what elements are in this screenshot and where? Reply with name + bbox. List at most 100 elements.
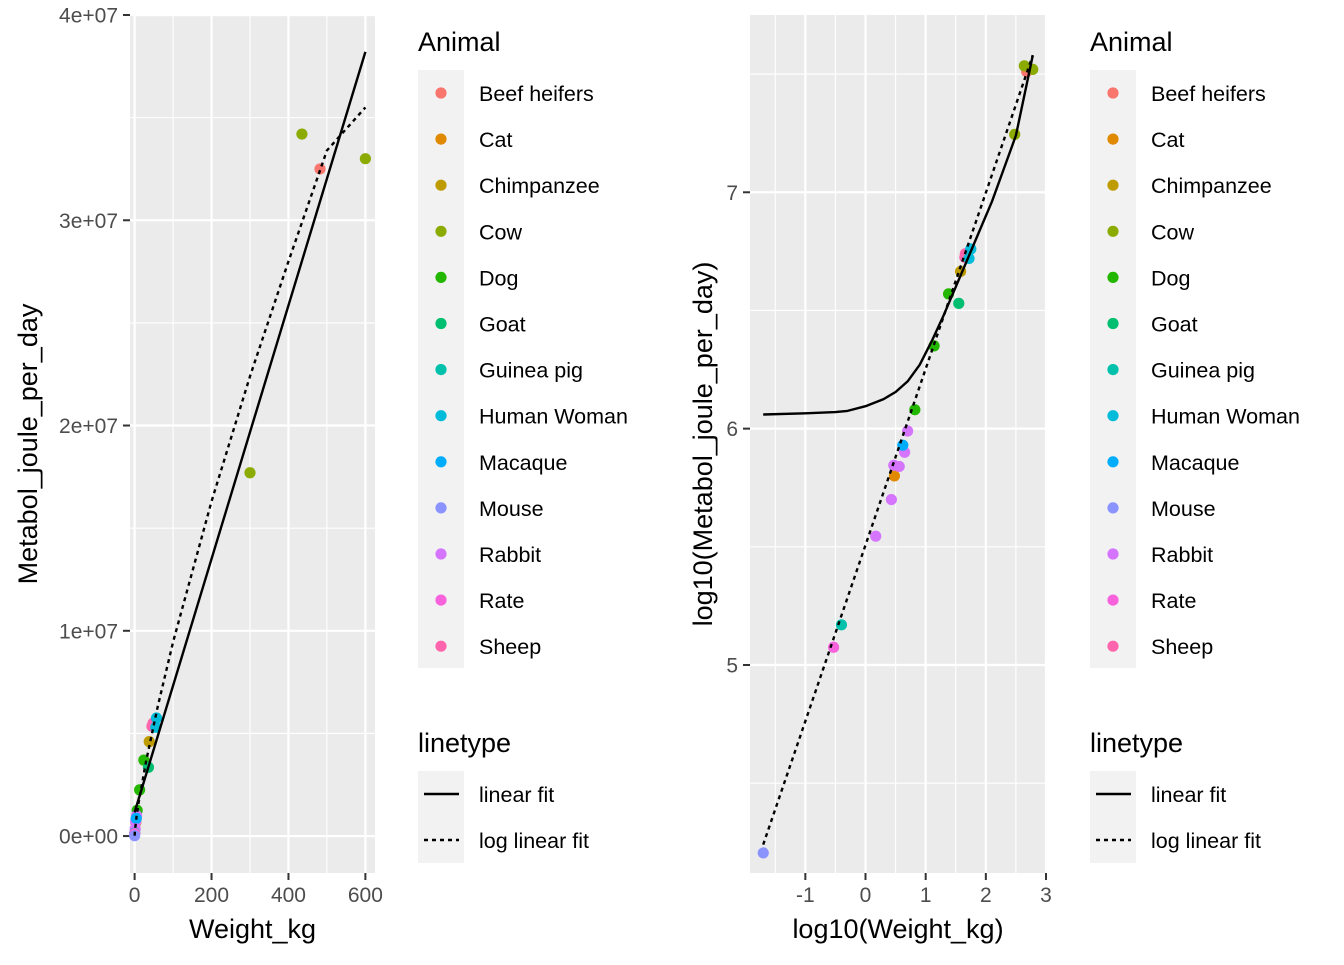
legend-linetype-keys-background [418,771,464,863]
legend-key-human-woman [1107,410,1119,422]
legend-title-animal: Animal [1090,27,1173,57]
legend-label-macaque: Macaque [1151,451,1239,475]
y-tick-label: 3e+07 [59,210,118,233]
legend-label-rate: Rate [479,589,524,613]
legend-label-cow: Cow [1151,220,1194,244]
legend-key-rabbit [435,548,447,560]
y-tick-label: 0e+00 [59,826,118,849]
legend-key-cat [435,133,447,145]
legend-label-beef-heifers: Beef heifers [479,82,594,106]
legend-label-cat: Cat [479,128,512,152]
legend-label-dog: Dog [479,266,518,290]
data-point-goat [953,297,965,309]
legend-key-sheep [1107,640,1119,652]
legend-key-chimpanzee [1107,179,1119,191]
legend-label-rate: Rate [1151,589,1196,613]
legend-label-rabbit: Rabbit [1151,543,1213,567]
data-point-cow [359,153,371,165]
y-tick-label: 7 [726,182,738,205]
x-tick-label: 400 [271,884,306,907]
y-tick-label: 5 [726,655,738,678]
legend-label-beef-heifers: Beef heifers [1151,82,1266,106]
legend-label-rabbit: Rabbit [479,543,541,567]
legend-key-rate [435,594,447,606]
chart-panel-2: -1 0 1 2 3 5 6 7 log10(Weight_kg) log10(Metabol_j… [688,15,1300,944]
legend-label-sheep: Sheep [479,635,541,659]
legend-label-human-woman: Human Woman [479,405,628,429]
x-tick-label: 0 [129,884,141,907]
chart-panel-1: 0 200 400 600 0e+00 1e+07 2e+07 3e+07 4e+07 Weigh… [13,5,628,945]
legend-label-human-woman: Human Woman [1151,405,1300,429]
x-tick-label: 0 [860,884,872,907]
legend-title-linetype: linetype [418,728,511,758]
legend-title-linetype: linetype [1090,728,1183,758]
x-tick-label: 1 [920,884,932,907]
legend-label-sheep: Sheep [1151,635,1213,659]
legend-key-dog [1107,271,1119,283]
legend-key-rabbit [1107,548,1119,560]
legend-key-cat [1107,133,1119,145]
legend-label-macaque: Macaque [479,451,567,475]
legend-key-mouse [1107,502,1119,514]
data-point-human-woman [150,712,163,724]
legend-label-linear-fit: linear fit [479,783,554,807]
legend-key-goat [435,317,447,330]
legend-label-guinea-pig: Guinea pig [479,359,583,383]
data-point-rabbit [902,425,914,437]
data-point-cow [296,128,308,140]
linear-fit-line [133,51,367,813]
legend-linetype-keys-background [1090,771,1136,863]
data-point-rabbit [870,530,882,542]
data-point-rabbit [885,493,897,506]
log-linear-fit-line [133,106,367,836]
y-tick-label: 6 [726,418,738,441]
data-point-mouse [129,830,141,842]
legend-label-dog: Dog [1151,266,1190,290]
legend-label-log-linear-fit: log linear fit [479,829,589,853]
legend-label-goat: Goat [479,313,526,337]
legend-key-macaque [1107,456,1119,468]
data-point-mouse [757,847,769,859]
linear-fit-line [763,54,1034,416]
y-axis-title: Metabol_joule_per_day [13,303,43,584]
data-point-cow [244,467,256,479]
legend-key-dog [435,271,447,283]
data-point-cat [888,470,900,482]
x-tick-label: -1 [796,884,815,907]
x-axis-title: log10(Weight_kg) [792,914,1003,944]
y-tick-label: 2e+07 [59,415,118,438]
x-tick-label: 200 [194,884,229,907]
legend-key-guinea-pig [1107,364,1119,376]
legend-label-mouse: Mouse [1151,497,1216,521]
x-tick-label: 3 [1040,884,1052,907]
x-axis-title: Weight_kg [189,914,316,944]
legend-key-guinea-pig [435,364,447,376]
legend-key-rate [1107,594,1119,606]
log-linear-fit-line [762,54,1034,845]
legend-key-cow [1107,225,1119,237]
data-point-dog [909,404,921,416]
legend-key-macaque [435,456,447,468]
x-tick-label: 600 [348,884,383,907]
legend-label-cow: Cow [479,220,522,244]
legend-key-beef-heifers [1107,87,1119,99]
legend-label-mouse: Mouse [479,497,544,521]
x-tick-label: 2 [980,884,992,907]
legend-key-goat [1107,317,1119,330]
legend-key-sheep [435,640,447,652]
data-point-beef-heifers [314,163,326,175]
legend-label-chimpanzee: Chimpanzee [479,174,600,198]
y-tick-label: 4e+07 [59,5,118,28]
legend-label-goat: Goat [1151,313,1198,337]
legend-key-chimpanzee [435,179,447,191]
legend-title-animal: Animal [418,27,501,57]
y-tick-label: 1e+07 [59,620,118,643]
legend-key-cow [435,225,447,237]
legend-key-human-woman [435,410,447,422]
legend-key-beef-heifers [435,87,447,99]
legend-label-log-linear-fit: log linear fit [1151,829,1261,853]
legend-label-linear-fit: linear fit [1151,783,1226,807]
legend-label-chimpanzee: Chimpanzee [1151,174,1272,198]
